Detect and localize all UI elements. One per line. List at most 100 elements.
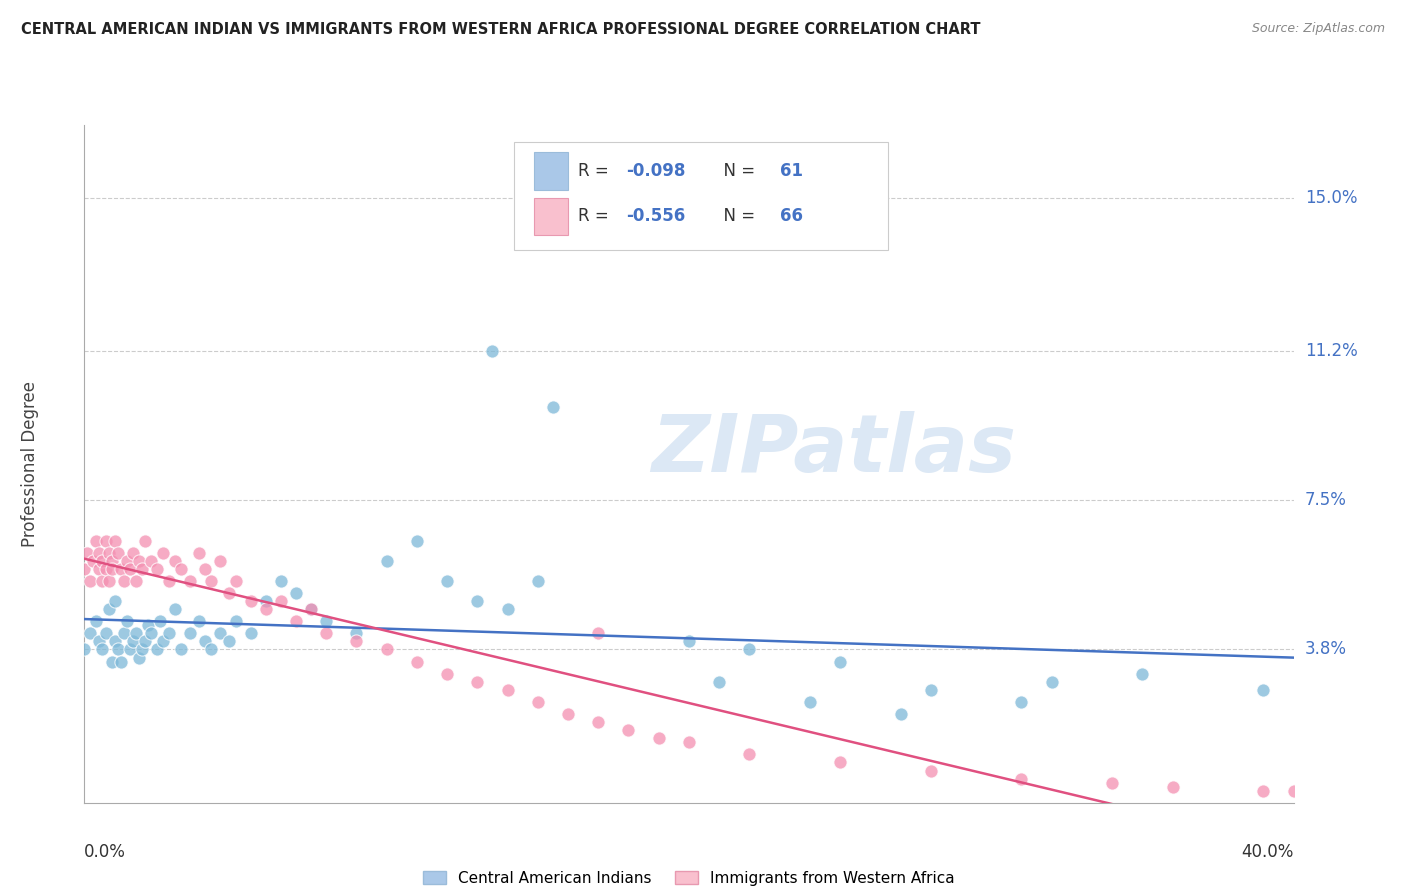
Point	[1282, 783, 1305, 797]
Point	[110, 562, 132, 576]
Point	[209, 554, 232, 568]
Point	[89, 634, 111, 648]
Point	[588, 626, 610, 640]
Point	[1040, 674, 1063, 689]
Point	[406, 655, 429, 669]
Point	[131, 562, 153, 576]
Point	[136, 618, 159, 632]
Point	[920, 682, 942, 697]
Text: 7.5%: 7.5%	[1305, 491, 1347, 509]
Point	[89, 562, 111, 576]
Point	[194, 634, 217, 648]
Point	[131, 642, 153, 657]
Point	[128, 554, 150, 568]
Point	[315, 614, 337, 628]
Text: 40.0%: 40.0%	[1241, 844, 1294, 862]
Point	[146, 642, 169, 657]
Point	[104, 594, 127, 608]
Point	[284, 586, 308, 600]
Point	[94, 533, 117, 548]
Point	[134, 533, 156, 548]
Text: -0.556: -0.556	[626, 208, 685, 226]
Point	[299, 602, 322, 616]
Point	[125, 626, 148, 640]
Point	[299, 602, 322, 616]
Point	[239, 594, 262, 608]
Point	[128, 650, 150, 665]
Point	[110, 655, 132, 669]
Point	[146, 562, 169, 576]
Text: 0.0%: 0.0%	[84, 844, 127, 862]
Point	[121, 546, 143, 560]
Point	[157, 626, 180, 640]
Text: 66: 66	[779, 208, 803, 226]
Point	[209, 626, 232, 640]
Text: N =: N =	[713, 208, 761, 226]
Point	[152, 634, 174, 648]
Point	[218, 634, 240, 648]
Point	[73, 642, 96, 657]
Point	[134, 634, 156, 648]
Point	[170, 642, 193, 657]
Point	[107, 642, 129, 657]
Point	[157, 574, 180, 588]
Point	[188, 546, 211, 560]
Point	[163, 554, 186, 568]
Point	[467, 674, 489, 689]
Point	[218, 586, 240, 600]
Point	[118, 562, 141, 576]
Bar	[534, 198, 568, 235]
Point	[149, 614, 172, 628]
Text: ZIPatlas: ZIPatlas	[651, 411, 1017, 490]
Point	[526, 695, 548, 709]
Point	[375, 554, 398, 568]
Point	[97, 546, 120, 560]
Point	[738, 642, 761, 657]
Point	[194, 562, 217, 576]
Point	[481, 343, 503, 358]
Text: N =: N =	[713, 162, 761, 180]
Point	[346, 626, 368, 640]
Point	[830, 756, 852, 770]
Point	[112, 626, 135, 640]
Point	[254, 594, 277, 608]
Point	[82, 554, 104, 568]
Point	[91, 554, 114, 568]
Point	[496, 602, 519, 616]
Point	[436, 574, 458, 588]
Point	[1251, 783, 1274, 797]
Text: 11.2%: 11.2%	[1305, 342, 1357, 359]
Point	[225, 574, 247, 588]
Point	[678, 634, 700, 648]
Point	[100, 562, 122, 576]
Point	[100, 554, 122, 568]
Point	[557, 706, 579, 721]
Point	[97, 602, 120, 616]
Point	[94, 626, 117, 640]
Point	[115, 554, 138, 568]
Point	[375, 642, 398, 657]
Point	[1130, 666, 1153, 681]
Point	[118, 642, 141, 657]
Text: 3.8%: 3.8%	[1305, 640, 1347, 658]
Text: Source: ZipAtlas.com: Source: ZipAtlas.com	[1251, 22, 1385, 36]
Point	[94, 562, 117, 576]
Point	[125, 574, 148, 588]
Point	[588, 715, 610, 730]
Point	[115, 614, 138, 628]
Point	[200, 642, 222, 657]
Point	[254, 602, 277, 616]
Point	[91, 574, 114, 588]
Point	[284, 614, 308, 628]
Point	[139, 554, 162, 568]
Legend: Central American Indians, Immigrants from Western Africa: Central American Indians, Immigrants fro…	[418, 864, 960, 892]
Point	[436, 666, 458, 681]
Point	[315, 626, 337, 640]
Point	[678, 735, 700, 749]
Point	[526, 574, 548, 588]
Text: R =: R =	[578, 208, 613, 226]
Point	[830, 655, 852, 669]
Point	[188, 614, 211, 628]
Point	[890, 706, 912, 721]
Point	[100, 655, 122, 669]
